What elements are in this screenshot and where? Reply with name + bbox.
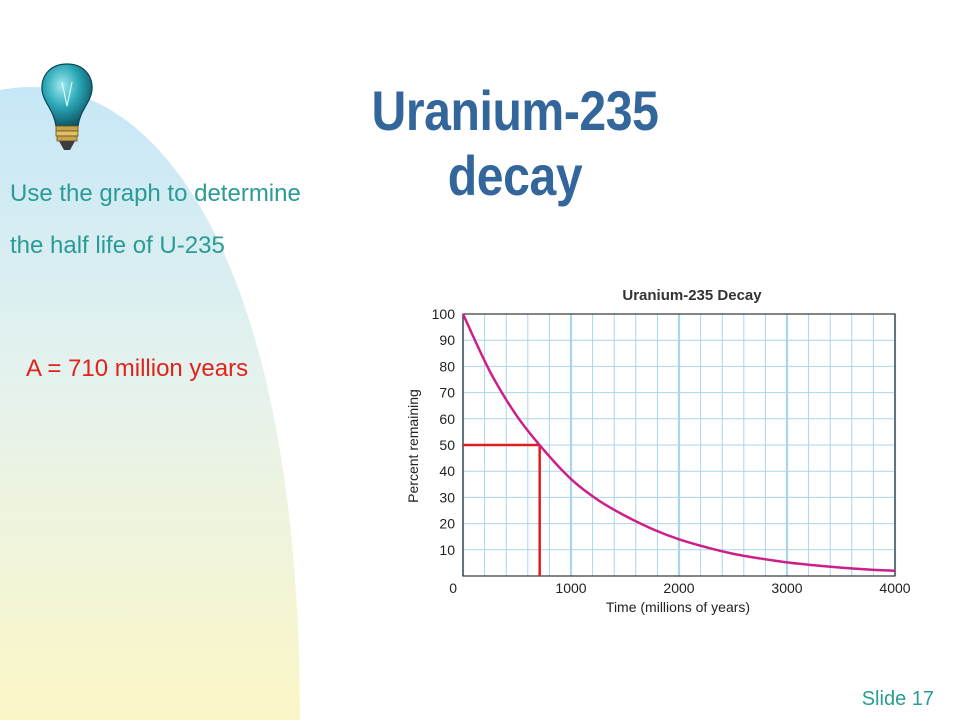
x-tick-label: 4000: [879, 580, 910, 596]
y-tick-label: 70: [439, 385, 455, 401]
y-tick-label: 40: [439, 463, 455, 479]
half-life-marker: [463, 443, 541, 576]
y-tick-label: 60: [439, 411, 455, 427]
y-tick-label: 90: [439, 332, 455, 348]
prompt-line-1: Use the graph to determine: [10, 180, 301, 207]
slide-title: Uranium-235 decay: [371, 79, 659, 207]
x-tick-label: 2000: [663, 580, 694, 596]
prompt-line-2: the half life of U-235: [10, 232, 225, 259]
x-tick-label: 1000: [555, 580, 586, 596]
y-tick-label: 50: [439, 437, 455, 453]
lightbulb-icon: [41, 63, 93, 150]
x-tick-label: 3000: [771, 580, 802, 596]
y-axis-label: Percent remaining: [405, 389, 421, 503]
y-tick-label: 100: [432, 306, 456, 322]
chart-series: [461, 313, 896, 573]
y-tick-label: 10: [439, 542, 455, 558]
y-tick-label: 80: [439, 358, 455, 374]
answer-text: A = 710 million years: [26, 355, 249, 382]
chart-title: Uranium-235 Decay: [622, 287, 762, 304]
x-axis-label: Time (millions of years): [606, 599, 750, 615]
y-tick-label: 20: [439, 516, 455, 532]
x-tick-label: 0: [449, 580, 457, 596]
decay-curve: [461, 313, 896, 573]
slide-number: Slide 17: [861, 688, 934, 710]
y-tick-label: 30: [439, 489, 455, 505]
